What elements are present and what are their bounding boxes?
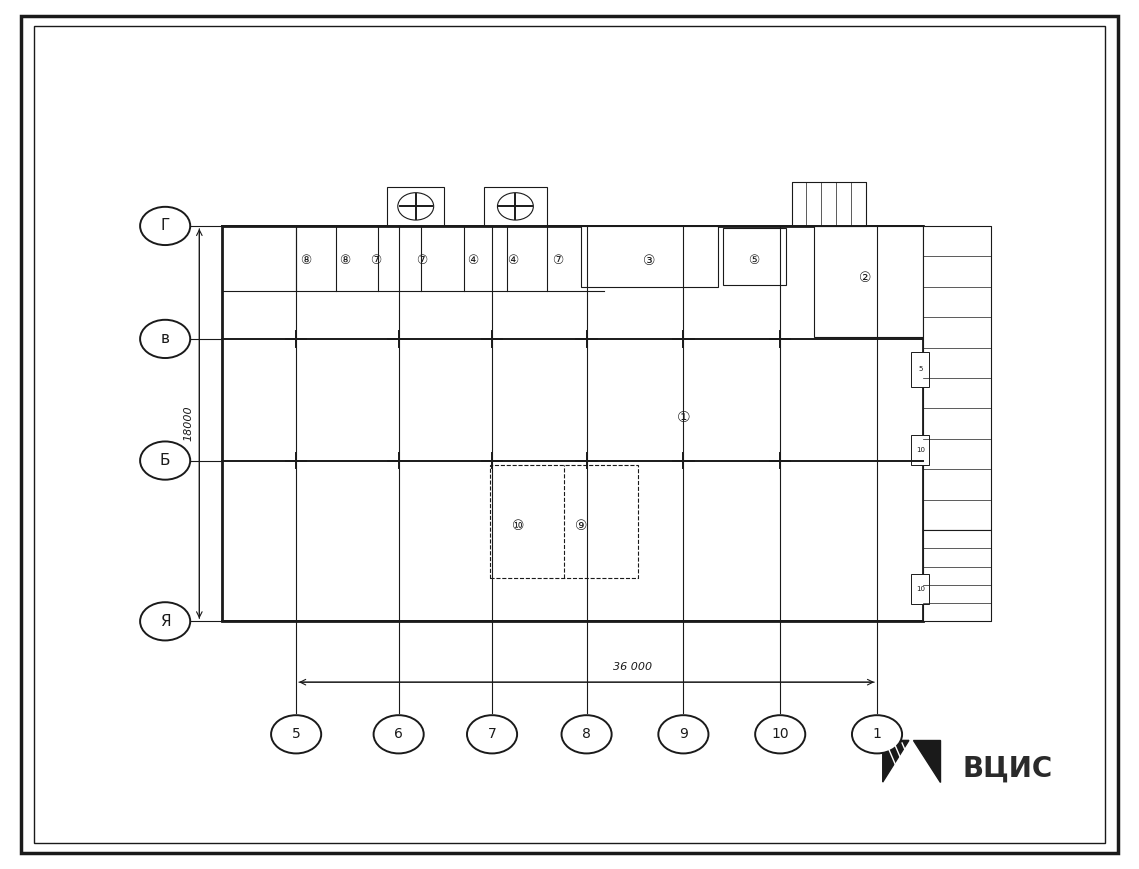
Text: 36 000: 36 000 xyxy=(613,661,652,672)
Bar xyxy=(581,226,718,287)
Circle shape xyxy=(467,715,517,753)
Text: ①: ① xyxy=(677,409,690,425)
Text: 1: 1 xyxy=(872,727,882,741)
Bar xyxy=(814,226,923,337)
Circle shape xyxy=(140,441,190,480)
Text: 10: 10 xyxy=(771,727,789,741)
Text: Б: Б xyxy=(159,453,171,468)
Text: ④: ④ xyxy=(467,255,478,267)
Text: 10: 10 xyxy=(916,447,925,453)
Bar xyxy=(911,434,929,465)
Text: 6: 6 xyxy=(394,727,403,741)
Bar xyxy=(723,228,786,285)
Polygon shape xyxy=(913,740,940,782)
Bar xyxy=(923,530,991,621)
Text: ⑩: ⑩ xyxy=(513,519,524,533)
Text: 9: 9 xyxy=(679,727,688,741)
Bar xyxy=(490,465,638,578)
Text: ⑦: ⑦ xyxy=(416,255,427,267)
Text: ВЦИС: ВЦИС xyxy=(962,754,1052,782)
Circle shape xyxy=(658,715,708,753)
Text: 10: 10 xyxy=(916,586,925,592)
Circle shape xyxy=(562,715,612,753)
Circle shape xyxy=(271,715,321,753)
Text: 18000: 18000 xyxy=(183,406,194,441)
Bar xyxy=(387,187,444,226)
Text: 5: 5 xyxy=(918,367,923,372)
Bar xyxy=(911,574,929,604)
Circle shape xyxy=(140,320,190,358)
Text: ⑦: ⑦ xyxy=(552,255,564,267)
Text: ②: ② xyxy=(860,271,871,285)
Bar xyxy=(484,187,547,226)
Circle shape xyxy=(498,193,533,220)
Text: ⑦: ⑦ xyxy=(370,255,382,267)
Text: ⑧: ⑧ xyxy=(339,255,351,267)
Bar xyxy=(923,226,991,530)
Text: в: в xyxy=(161,331,170,347)
Circle shape xyxy=(398,193,434,220)
Bar xyxy=(792,182,866,226)
Text: ③: ③ xyxy=(644,254,655,268)
Text: ⑤: ⑤ xyxy=(748,255,760,267)
Text: ⑨: ⑨ xyxy=(575,519,587,533)
Text: 8: 8 xyxy=(582,727,591,741)
Polygon shape xyxy=(883,740,909,782)
Circle shape xyxy=(140,602,190,640)
Text: ⑧: ⑧ xyxy=(300,255,311,267)
Text: ④: ④ xyxy=(507,255,518,267)
Circle shape xyxy=(374,715,424,753)
Circle shape xyxy=(755,715,805,753)
Text: 7: 7 xyxy=(487,727,497,741)
Text: Г: Г xyxy=(161,218,170,234)
Text: 5: 5 xyxy=(292,727,301,741)
Bar xyxy=(222,226,923,621)
Circle shape xyxy=(140,207,190,245)
Bar xyxy=(911,352,929,387)
Circle shape xyxy=(852,715,902,753)
Text: Я: Я xyxy=(159,614,171,629)
